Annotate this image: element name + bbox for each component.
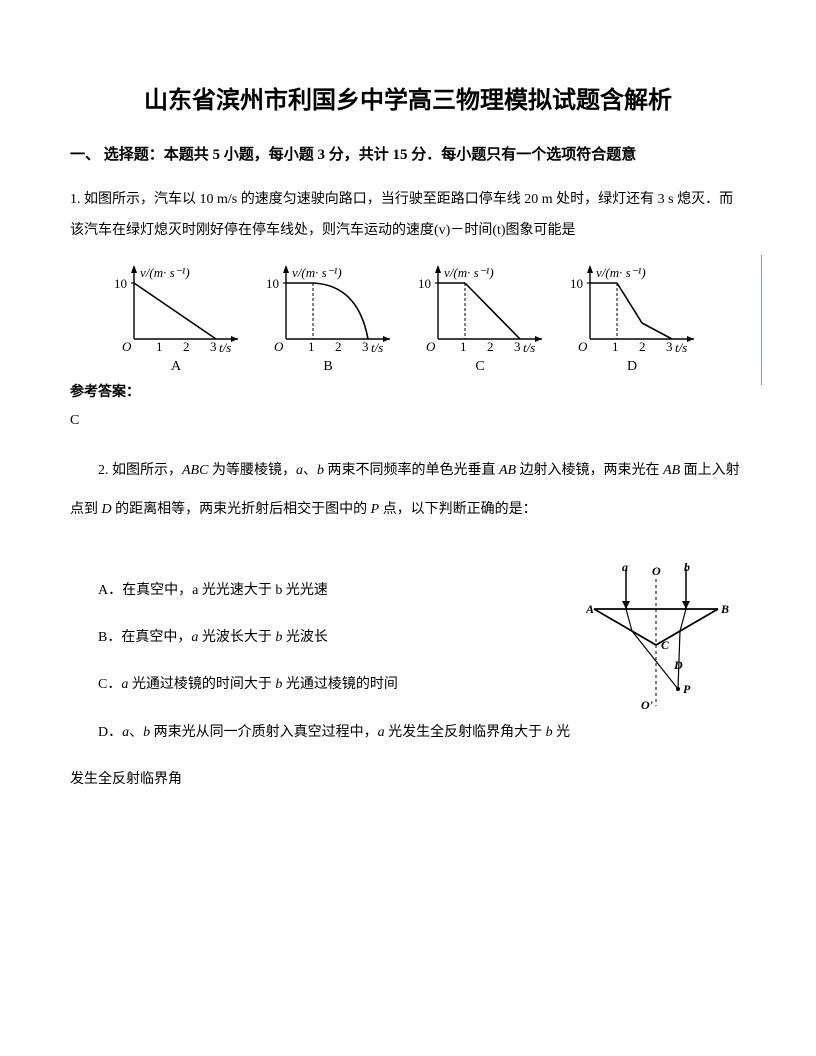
chart-a-origin: O: [122, 339, 132, 353]
chart-d-xlabel: t/s: [675, 340, 687, 353]
chart-c-x2: 2: [487, 339, 494, 353]
chart-d-x1: 1: [612, 339, 619, 353]
chart-d-svg: 10 O 1 2 3 t/s v/(m· s⁻¹): [562, 261, 702, 353]
chart-b-x2: 2: [335, 339, 342, 353]
chart-a-ylabel: v/(m· s⁻¹): [140, 265, 190, 280]
chart-a-label: A: [171, 359, 181, 375]
answer-label: 参考答案：: [70, 381, 746, 401]
q2-option-d-cont: 发生全反射临界角: [70, 760, 746, 799]
chart-d-ylabel: v/(m· s⁻¹): [596, 265, 646, 280]
chart-b-ylabel: v/(m· s⁻¹): [292, 265, 342, 280]
chart-c-origin: O: [426, 339, 436, 353]
section-header: 一、 选择题：本题共 5 小题，每小题 3 分，共计 15 分．每小题只有一个选…: [70, 143, 746, 167]
q2-number: 2.: [98, 463, 109, 478]
chart-b-x3: 3: [362, 339, 369, 353]
prism-label-P: P: [683, 682, 691, 696]
prism-label-D: D: [673, 658, 683, 672]
divider-line: [761, 255, 763, 385]
page-title: 山东省滨州市利国乡中学高三物理模拟试题含解析: [70, 80, 746, 115]
chart-a-x2: 2: [183, 339, 190, 353]
chart-b: 10 O 1 2 3 t/s v/(m· s⁻¹) B: [258, 261, 398, 375]
chart-d-origin: O: [578, 339, 588, 353]
chart-d-x2: 2: [639, 339, 646, 353]
chart-b-label: B: [323, 359, 332, 375]
chart-c-ylabel: v/(m· s⁻¹): [444, 265, 494, 280]
chart-a-x1: 1: [156, 339, 163, 353]
prism-label-a: a: [622, 561, 628, 574]
prism-label-Oprime: O': [641, 698, 654, 712]
chart-a-x3: 3: [210, 339, 217, 353]
q2-text: 如图所示，ABC 为等腰棱镜，a、b 两束不同频率的单色光垂直 AB 边射入棱镜…: [70, 463, 740, 517]
chart-b-x1: 1: [308, 339, 315, 353]
chart-c-y10: 10: [418, 276, 431, 291]
chart-b-svg: 10 O 1 2 3 t/s v/(m· s⁻¹): [258, 261, 398, 353]
question-1: 1. 如图所示，汽车以 10 m/s 的速度匀速驶向路口，当行驶至距路口停车线 …: [70, 185, 746, 247]
prism-label-O: O: [652, 564, 661, 578]
charts-row: 10 O 1 2 3 t/s v/(m· s⁻¹) A 10 O 1 2 3 t…: [106, 261, 746, 375]
chart-c-x3: 3: [514, 339, 521, 353]
chart-c-x1: 1: [460, 339, 467, 353]
chart-a-svg: 10 O 1 2 3 t/s v/(m· s⁻¹): [106, 261, 246, 353]
prism-label-b: b: [684, 561, 690, 574]
chart-c-label: C: [475, 359, 484, 375]
chart-d-label: D: [627, 359, 637, 375]
chart-c: 10 O 1 2 3 t/s v/(m· s⁻¹) C: [410, 261, 550, 375]
chart-c-xlabel: t/s: [523, 340, 535, 353]
prism-label-A: A: [586, 602, 594, 616]
chart-a: 10 O 1 2 3 t/s v/(m· s⁻¹) A: [106, 261, 246, 375]
prism-label-B: B: [720, 602, 729, 616]
chart-d-x3: 3: [666, 339, 673, 353]
chart-d-y10: 10: [570, 276, 583, 291]
chart-a-y10: 10: [114, 276, 127, 291]
q1-number: 1.: [70, 192, 81, 207]
prism-label-C: C: [661, 638, 670, 652]
chart-b-xlabel: t/s: [371, 340, 383, 353]
q1-answer: C: [70, 413, 746, 429]
question-2: 2. 如图所示，ABC 为等腰棱镜，a、b 两束不同频率的单色光垂直 AB 边射…: [70, 451, 746, 529]
q1-text: 如图所示，汽车以 10 m/s 的速度匀速驶向路口，当行驶至距路口停车线 20 …: [70, 192, 733, 238]
chart-c-svg: 10 O 1 2 3 t/s v/(m· s⁻¹): [410, 261, 550, 353]
options-area: a b O A B C D P O' A．在真空中，a 光: [70, 571, 746, 799]
chart-b-y10: 10: [266, 276, 279, 291]
chart-a-xlabel: t/s: [219, 340, 231, 353]
chart-b-origin: O: [274, 339, 284, 353]
chart-d: 10 O 1 2 3 t/s v/(m· s⁻¹) D: [562, 261, 702, 375]
prism-diagram: a b O A B C D P O': [586, 561, 736, 726]
